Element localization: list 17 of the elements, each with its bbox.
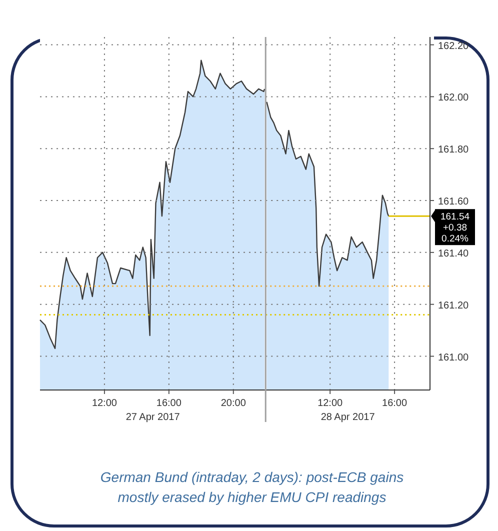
y-tick-label: 162.00 [438, 92, 470, 104]
y-tick-label: 161.40 [438, 248, 470, 260]
ref-line-label: 161.54 [440, 212, 470, 223]
x-axis-title: 28 Apr 2017 [320, 412, 376, 423]
y-tick-label: 161.60 [438, 196, 470, 208]
x-axis-title: 27 Apr 2017 [126, 412, 180, 423]
text: +0.38 [442, 222, 468, 234]
x-tick-label: 16:00 [382, 398, 408, 409]
y-tick-label: 161.80 [438, 144, 470, 156]
y-tick-label: 161.00 [438, 352, 470, 364]
x-tick-label: 16:00 [156, 398, 182, 409]
x-tick-label: 12:00 [92, 398, 118, 409]
y-tick-label: 161.20 [438, 300, 470, 312]
text: German Bund (intraday, 2 days): post-ECB gains mostly erased by higher EMU CPI readings [100, 469, 404, 505]
x-tick-label: 12:00 [318, 398, 344, 409]
text: 0.24% [442, 234, 470, 245]
x-tick-label: 20:00 [220, 398, 246, 409]
